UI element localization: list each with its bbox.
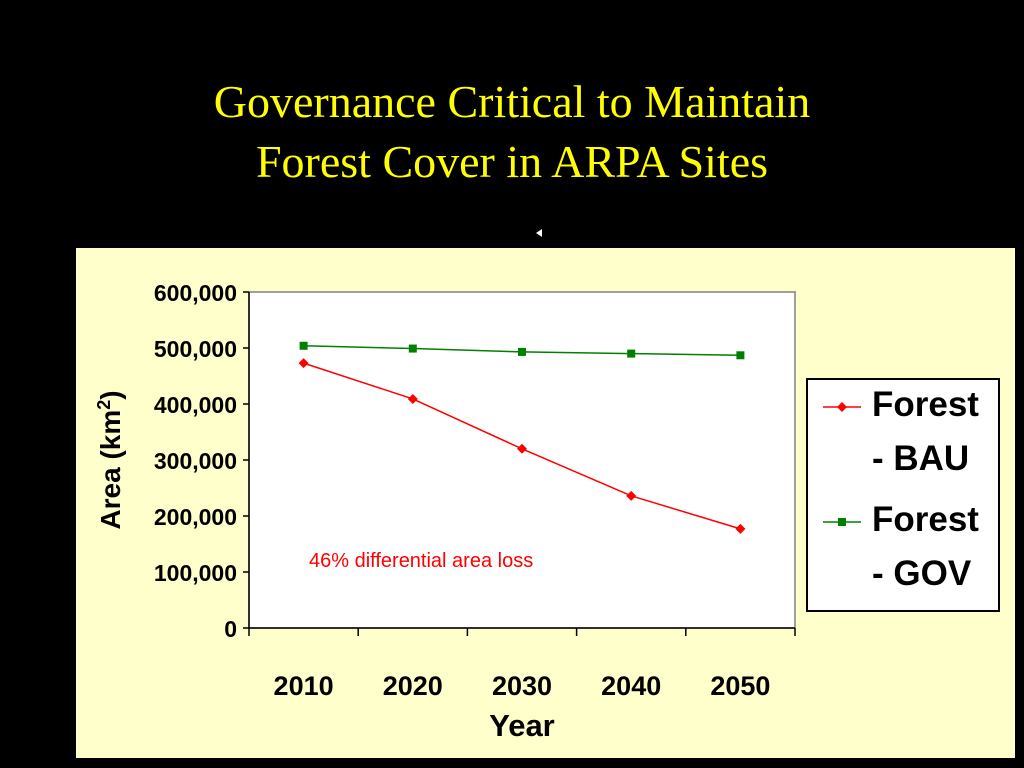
y-axis-title: Area (km2) bbox=[94, 390, 126, 529]
x-tick-label: 2010 bbox=[274, 671, 334, 701]
data-point-diamond bbox=[735, 523, 746, 534]
legend-box bbox=[806, 378, 1000, 612]
data-point-square bbox=[627, 349, 636, 358]
slide-title-line-1: Governance Critical to Maintain bbox=[213, 76, 811, 127]
y-axis-title-end: ) bbox=[95, 390, 126, 399]
data-point-diamond bbox=[407, 393, 418, 404]
data-point-diamond bbox=[837, 402, 847, 412]
data-point-square bbox=[518, 347, 526, 356]
pointer-marker-icon bbox=[536, 229, 542, 237]
y-tick-label: 200,000 bbox=[154, 504, 237, 530]
y-tick-label: 0 bbox=[224, 616, 237, 642]
data-point-square bbox=[299, 341, 308, 350]
chart-panel: 0 100,000 200,000 300,000 400,000 500,000 600,… bbox=[76, 248, 1015, 758]
x-tick-label: 2030 bbox=[492, 671, 552, 701]
slide-title: Governance Critical to Maintain Forest C… bbox=[0, 72, 1024, 192]
data-point-diamond bbox=[517, 443, 527, 454]
y-tick-label: 600,000 bbox=[154, 280, 237, 306]
legend-label: Forest bbox=[872, 500, 979, 539]
legend: Forest - BAU Forest - GOV bbox=[823, 385, 979, 593]
x-tick-label: 2020 bbox=[383, 671, 443, 701]
data-point-square bbox=[408, 344, 417, 353]
y-tick-label: 100,000 bbox=[154, 560, 237, 586]
data-point-diamond bbox=[626, 490, 637, 501]
x-ticks: 2010 2020 2030 2040 2050 bbox=[248, 628, 796, 701]
series-group bbox=[298, 341, 746, 534]
y-tick-label: 400,000 bbox=[154, 392, 237, 418]
data-point-square bbox=[736, 351, 745, 360]
line-chart: 0 100,000 200,000 300,000 400,000 500,000 600,… bbox=[94, 280, 1000, 743]
x-tick-label: 2050 bbox=[710, 671, 770, 701]
y-axis-title-sup: 2 bbox=[94, 400, 114, 410]
legend-label: - GOV bbox=[872, 554, 972, 593]
legend-label: - BAU bbox=[872, 439, 969, 478]
plot-area bbox=[248, 291, 796, 629]
y-tick-label: 500,000 bbox=[154, 336, 237, 362]
data-point-square bbox=[838, 518, 846, 526]
data-point-diamond bbox=[298, 358, 309, 369]
y-axis-title-main: Area (km bbox=[95, 410, 126, 530]
slide-title-line-2: Forest Cover in ARPA Sites bbox=[255, 136, 769, 187]
y-ticks: 0 100,000 200,000 300,000 400,000 500,000 600,… bbox=[154, 280, 249, 642]
x-tick-label: 2040 bbox=[601, 671, 661, 701]
annotation-text: 46% differential area loss bbox=[309, 550, 533, 572]
legend-label: Forest bbox=[872, 385, 979, 424]
x-axis-title: Year bbox=[489, 708, 555, 743]
y-tick-label: 300,000 bbox=[154, 448, 237, 474]
